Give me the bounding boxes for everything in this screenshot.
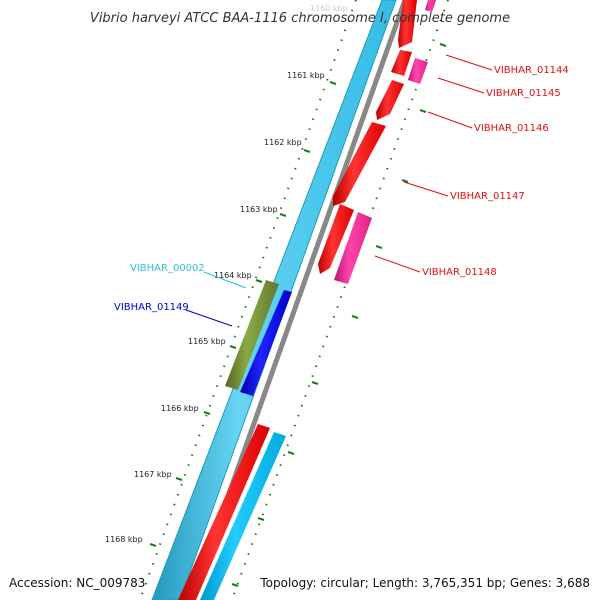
leader-vibhar-01149 [185,309,233,327]
tick-label-1166: 1166 kbp [161,404,199,413]
tick-label-1167: 1167 kbp [134,470,172,479]
gene-vibhar-01148[interactable] [334,212,372,284]
gene-vibhar-01146[interactable] [376,80,404,120]
outer-dotted-ring [231,0,449,600]
gene-vibhar-00002[interactable] [225,280,279,390]
leader-vibhar-00002 [203,271,247,289]
gene-label-vibhar-01148[interactable]: VIBHAR_01148 [422,267,497,278]
tick-label-1161: 1161 kbp [287,71,325,80]
gene-label-vibhar-01146[interactable]: VIBHAR_01146 [474,123,549,134]
tick-label-1168: 1168 kbp [105,535,143,544]
gene-label-vibhar-01144[interactable]: VIBHAR_01144 [494,65,569,76]
gene-cyan-lower[interactable] [200,432,286,600]
tick-label-1160: 1160 kbp [310,4,348,13]
gene-vibhar-01144[interactable] [391,50,412,76]
gene-label-vibhar-01149[interactable]: VIBHAR_01149 [114,302,189,313]
map-title: Vibrio harveyi ATCC BAA-1116 chromosome … [90,11,510,26]
gene-vibhar-01145[interactable] [408,58,428,84]
topology-text: Topology: circular; Length: 3,765,351 bp… [259,576,590,590]
tick-label-1165: 1165 kbp [188,337,226,346]
gene-vibhar-01148-red[interactable] [318,204,354,274]
gene-label-vibhar-01147[interactable]: VIBHAR_01147 [450,191,525,202]
gene-vibhar-01149[interactable] [240,290,292,396]
inner-dotted-ring [139,0,357,600]
tick-label-1163: 1163 kbp [240,205,278,214]
gene-pink-top[interactable] [425,0,436,12]
gene-leader-lines-right [374,54,493,273]
tick-label-1164: 1164 kbp [214,271,252,280]
gene-red-lower[interactable] [178,424,270,600]
gene-vibhar-01144-top[interactable] [398,0,417,48]
backbone-band [151,0,397,600]
tick-label-1162: 1162 kbp [264,138,302,147]
gene-label-vibhar-00002[interactable]: VIBHAR_00002 [130,263,205,274]
accession-text: Accession: NC_009783 [9,576,145,590]
gene-vibhar-01147[interactable] [333,122,386,206]
gene-label-vibhar-01145[interactable]: VIBHAR_01145 [486,88,561,99]
tick-marks [149,43,447,587]
